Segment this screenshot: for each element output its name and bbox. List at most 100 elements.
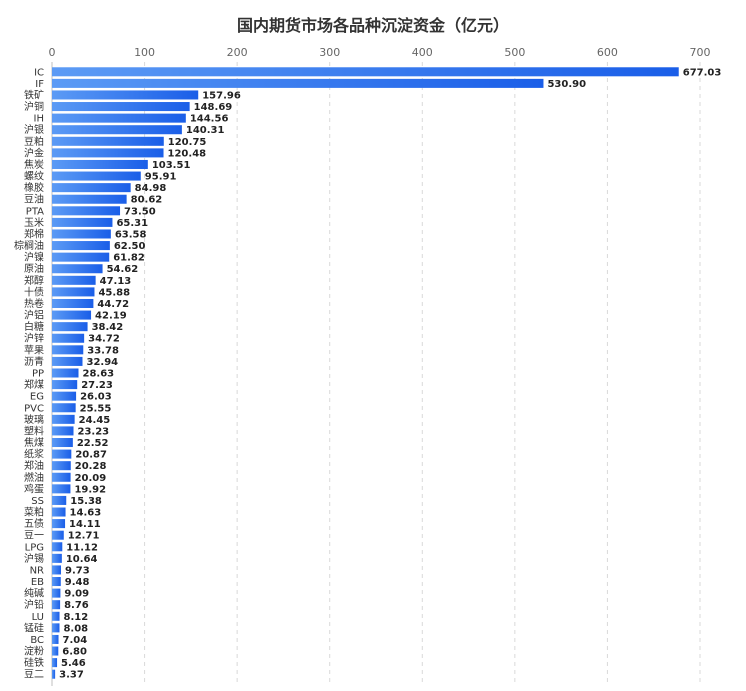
bar[interactable] [52, 125, 182, 135]
value-label: 7.04 [63, 635, 88, 646]
value-label: 84.98 [135, 183, 167, 194]
category-label: EB [31, 577, 44, 588]
bar[interactable] [52, 646, 59, 656]
bar[interactable] [52, 113, 186, 123]
category-label: 玻璃 [24, 413, 44, 426]
category-label: 纯碱 [24, 587, 44, 600]
bar[interactable] [52, 310, 92, 320]
value-label: 45.88 [98, 287, 130, 298]
bar[interactable] [52, 507, 66, 517]
category-label: 郑油 [24, 459, 44, 472]
category-label: 玉米 [24, 216, 44, 229]
bar[interactable] [52, 437, 73, 448]
category-label: LPG [25, 542, 44, 553]
value-label: 27.23 [81, 380, 113, 391]
x-tick-label: 200 [227, 46, 248, 59]
category-label: 沪铝 [24, 309, 44, 322]
value-label: 23.23 [78, 426, 110, 437]
category-label: 铁矿 [24, 88, 44, 101]
bar[interactable] [52, 159, 148, 169]
bar[interactable] [52, 565, 62, 575]
category-label: 硅铁 [24, 656, 44, 669]
bar[interactable] [52, 194, 127, 204]
bar[interactable] [52, 264, 103, 274]
bar[interactable] [52, 78, 544, 88]
bar[interactable] [52, 588, 61, 598]
bar[interactable] [52, 148, 164, 158]
bar[interactable] [52, 102, 190, 112]
bar[interactable] [52, 391, 77, 401]
category-label: 沪锡 [24, 552, 44, 565]
value-label: 8.76 [64, 600, 89, 611]
value-label: 140.31 [186, 125, 225, 136]
bar[interactable] [52, 356, 83, 366]
value-label: 157.96 [202, 90, 241, 101]
category-label: 郑棉 [24, 227, 44, 240]
value-label: 12.71 [68, 531, 100, 542]
category-label: 塑料 [24, 424, 44, 437]
bar[interactable] [52, 229, 111, 239]
bar[interactable] [52, 298, 94, 309]
category-label: 沪银 [24, 123, 44, 136]
bar[interactable] [52, 67, 679, 77]
chart-title: 国内期货市场各品种沉淀资金（亿元） [236, 16, 509, 35]
bar[interactable] [52, 414, 75, 424]
bar[interactable] [52, 183, 131, 193]
bar[interactable] [52, 658, 58, 668]
bar[interactable] [52, 206, 121, 216]
bar[interactable] [52, 345, 84, 355]
bar[interactable] [52, 368, 79, 378]
bar[interactable] [52, 171, 141, 181]
category-label: LU [32, 612, 44, 623]
category-label: 焦煤 [24, 436, 44, 449]
x-tick-label: 400 [412, 46, 433, 59]
bar[interactable] [52, 600, 61, 610]
category-label: 锰硅 [24, 621, 44, 634]
bar[interactable] [52, 252, 110, 262]
category-label: IH [34, 114, 44, 125]
x-tick-label: 500 [504, 46, 525, 59]
value-label: 148.69 [194, 102, 233, 113]
category-label: 五债 [24, 517, 44, 530]
bar[interactable] [52, 322, 88, 332]
bar[interactable] [52, 275, 96, 285]
value-label: 120.48 [168, 148, 207, 159]
x-tick-label: 600 [597, 46, 618, 59]
category-label: 焦炭 [24, 158, 44, 171]
bar[interactable] [52, 623, 60, 633]
category-label: NR [30, 565, 44, 576]
bar[interactable] [52, 519, 66, 529]
category-label: 豆粕 [24, 135, 44, 148]
category-label: SS [31, 496, 44, 507]
bar[interactable] [52, 634, 59, 644]
bar[interactable] [52, 136, 164, 146]
value-label: 61.82 [113, 253, 145, 264]
bar[interactable] [52, 530, 64, 540]
category-label: 热卷 [24, 297, 44, 310]
bar[interactable] [52, 577, 61, 587]
bar[interactable] [52, 426, 74, 436]
bar[interactable] [52, 461, 71, 471]
bar[interactable] [52, 380, 78, 390]
bar[interactable] [52, 90, 199, 100]
bar[interactable] [52, 403, 76, 413]
category-label: 郑煤 [24, 378, 44, 391]
bar[interactable] [52, 611, 60, 621]
bar[interactable] [52, 241, 110, 251]
value-label: 80.62 [131, 195, 163, 206]
bar[interactable] [52, 553, 62, 563]
bar[interactable] [52, 333, 85, 343]
value-label: 44.72 [97, 299, 129, 310]
bar[interactable] [52, 669, 56, 679]
bar[interactable] [52, 484, 71, 494]
value-label: 28.63 [83, 369, 115, 380]
bar[interactable] [52, 495, 67, 505]
bar[interactable] [52, 472, 71, 482]
bar[interactable] [52, 217, 113, 227]
value-label: 20.28 [75, 461, 107, 472]
value-label: 11.12 [66, 542, 98, 553]
bar[interactable] [52, 287, 95, 297]
bar[interactable] [52, 542, 63, 552]
bar[interactable] [52, 449, 72, 459]
